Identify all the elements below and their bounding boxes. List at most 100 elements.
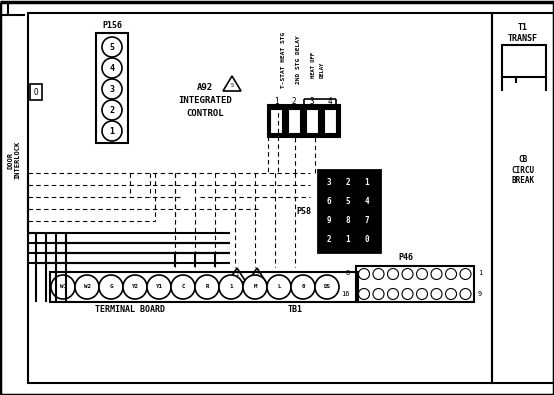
Text: 1: 1	[110, 126, 115, 135]
Bar	[288, 109, 300, 133]
Text: T1
TRANSF: T1 TRANSF	[508, 23, 538, 43]
Circle shape	[102, 58, 122, 78]
Circle shape	[339, 173, 357, 191]
Text: 3: 3	[327, 177, 331, 186]
Text: R: R	[205, 284, 209, 290]
Circle shape	[358, 230, 376, 248]
Text: M: M	[253, 284, 257, 290]
Text: 2: 2	[346, 177, 350, 186]
Text: 0: 0	[365, 235, 370, 243]
Circle shape	[147, 275, 171, 299]
Text: CB
CIRCU
BREAK: CB CIRCU BREAK	[511, 155, 535, 185]
Circle shape	[75, 275, 99, 299]
Text: 1: 1	[365, 177, 370, 186]
Text: 8: 8	[346, 216, 350, 224]
Text: W1: W1	[59, 284, 66, 290]
Bar	[28, 13, 492, 383]
Text: 2: 2	[110, 105, 115, 115]
Text: DS: DS	[324, 284, 331, 290]
Circle shape	[320, 192, 338, 210]
Circle shape	[387, 288, 398, 299]
Text: Y1: Y1	[156, 284, 162, 290]
Text: HEAT OFF: HEAT OFF	[310, 52, 315, 78]
Text: 4: 4	[110, 64, 115, 73]
Text: TERMINAL BOARD: TERMINAL BOARD	[95, 305, 165, 314]
Text: 2: 2	[327, 235, 331, 243]
Text: 8: 8	[346, 270, 350, 276]
Bar	[356, 266, 474, 302]
Bar	[270, 109, 282, 133]
Text: T-STAT HEAT STG: T-STAT HEAT STG	[280, 32, 285, 88]
Circle shape	[358, 173, 376, 191]
Circle shape	[445, 288, 456, 299]
Text: INTEGRATED: INTEGRATED	[178, 96, 232, 105]
Bar	[268, 105, 340, 137]
Text: 1: 1	[346, 235, 350, 243]
Bar	[306, 109, 318, 133]
Text: 2ND STG DELAY: 2ND STG DELAY	[295, 36, 300, 85]
Circle shape	[339, 230, 357, 248]
Circle shape	[358, 211, 376, 229]
Text: 4: 4	[327, 96, 332, 105]
Circle shape	[373, 269, 384, 280]
Text: W2: W2	[84, 284, 90, 290]
Text: 3: 3	[110, 85, 115, 94]
Text: L: L	[277, 284, 281, 290]
Text: 0: 0	[301, 284, 305, 290]
Circle shape	[320, 173, 338, 191]
Bar	[50, 272, 358, 302]
Circle shape	[358, 269, 370, 280]
Circle shape	[219, 275, 243, 299]
Circle shape	[320, 230, 338, 248]
Text: P156: P156	[102, 21, 122, 30]
Text: 7: 7	[365, 216, 370, 224]
Bar	[502, 45, 546, 77]
Text: G: G	[109, 284, 113, 290]
Circle shape	[460, 269, 471, 280]
Text: 6: 6	[327, 196, 331, 205]
Text: 1: 1	[274, 96, 278, 105]
Text: CONTROL: CONTROL	[186, 109, 224, 117]
Text: 2: 2	[255, 273, 259, 278]
Text: A92: A92	[197, 83, 213, 92]
Text: 5: 5	[346, 196, 350, 205]
Circle shape	[195, 275, 219, 299]
Text: 5: 5	[110, 43, 115, 51]
Text: 9: 9	[478, 291, 482, 297]
Bar	[30, 84, 42, 100]
Circle shape	[291, 275, 315, 299]
Circle shape	[243, 275, 267, 299]
Circle shape	[402, 269, 413, 280]
Circle shape	[320, 211, 338, 229]
Text: C: C	[181, 284, 184, 290]
Text: 16: 16	[341, 291, 350, 297]
Circle shape	[387, 269, 398, 280]
Text: P46: P46	[398, 254, 413, 263]
Text: 1: 1	[235, 273, 239, 278]
Circle shape	[445, 269, 456, 280]
Text: P58: P58	[296, 207, 311, 216]
Circle shape	[358, 192, 376, 210]
Text: 9: 9	[327, 216, 331, 224]
Circle shape	[339, 211, 357, 229]
Circle shape	[102, 100, 122, 120]
Text: 5: 5	[230, 83, 234, 88]
Circle shape	[102, 37, 122, 57]
Text: 1: 1	[478, 270, 482, 276]
Circle shape	[123, 275, 147, 299]
Circle shape	[339, 192, 357, 210]
Text: 3: 3	[310, 96, 314, 105]
Circle shape	[431, 269, 442, 280]
Bar	[324, 109, 336, 133]
Circle shape	[102, 79, 122, 99]
Text: 2: 2	[292, 96, 296, 105]
Circle shape	[373, 288, 384, 299]
Circle shape	[431, 288, 442, 299]
Circle shape	[51, 275, 75, 299]
Circle shape	[267, 275, 291, 299]
Circle shape	[99, 275, 123, 299]
Text: 1: 1	[229, 284, 233, 290]
Text: O: O	[34, 88, 38, 96]
Text: 4: 4	[365, 196, 370, 205]
Circle shape	[402, 288, 413, 299]
